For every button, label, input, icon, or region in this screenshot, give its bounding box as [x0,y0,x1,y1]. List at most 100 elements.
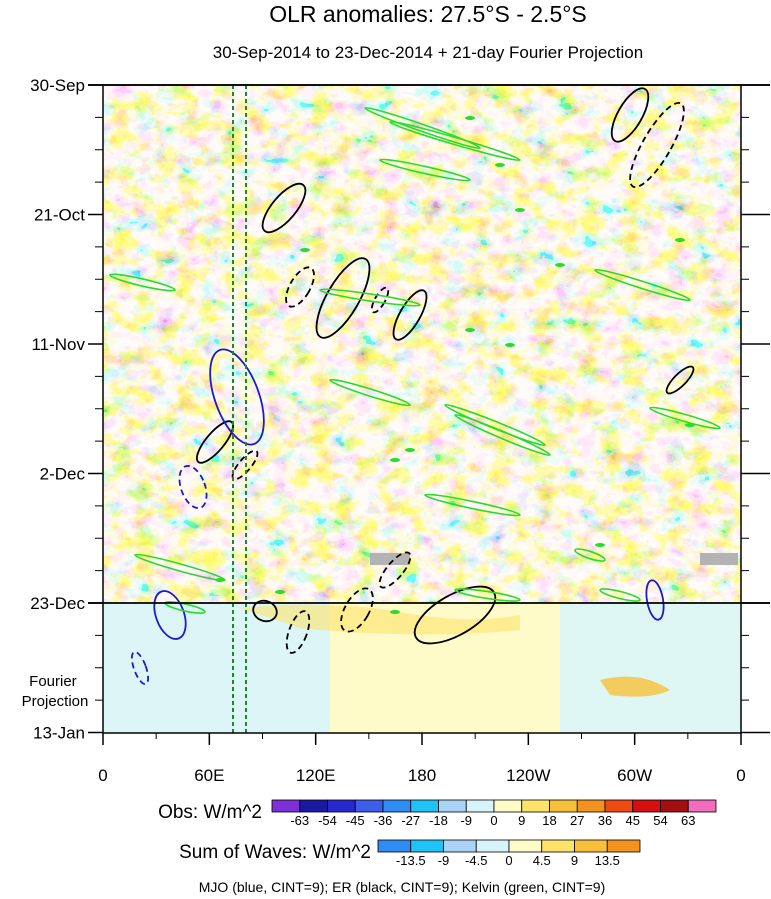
colorbar-level-label: 18 [542,813,556,828]
y-tick-label: 13-Jan [33,724,85,743]
kelvin-contour [495,163,505,167]
colorbar-swatch [576,799,606,813]
er-contour [610,87,650,143]
colorbar-swatch [382,799,412,813]
colorbar-level-label: -13.5 [396,853,426,868]
chart-title: OLR anomalies: 27.5°S - 2.5°S [269,1,587,27]
colorbar-swatch [377,839,412,853]
kelvin-contour [555,263,565,267]
y-tick-label: 11-Nov [31,335,85,354]
kelvin-contour [319,288,421,307]
kelvin-contour [405,448,415,452]
colorbar-swatch [299,799,328,813]
x-tick-label: 60W [617,766,652,785]
reference-lines [232,85,247,733]
mjo-contour [131,650,149,686]
waves-colorbar-label: Sum of Waves: W/m^2 [179,842,371,863]
kelvin-contour [594,268,691,302]
colorbar-level-label: 13.5 [595,853,620,868]
colorbar-swatch [632,799,661,813]
y-axis: 30-Sep 21-Oct 11-Nov 2-Dec 23-Dec 13-Jan [30,76,770,743]
kelvin-contour [300,248,310,252]
colorbar-swatch [354,799,384,813]
kelvin-contour [109,273,176,292]
kelvin-contour [275,590,285,594]
projection-label-line1: Fourier [29,673,77,690]
wave-contours [109,87,741,686]
er-contour [378,551,412,589]
kelvin-contour [465,328,475,332]
colorbar-level-label: 4.5 [533,853,551,868]
projection-label-line2: Projection [22,693,89,710]
kelvin-contour [389,120,521,162]
colorbar-swatch [475,839,510,853]
er-contour [340,587,374,633]
mjo-contour [178,465,208,509]
colorbar-level-label: 36 [598,813,612,828]
er-contour [285,610,311,654]
colorbar-level-label: 0 [490,813,497,828]
er-contour [285,266,315,308]
kelvin-contour [465,116,475,120]
colorbar-level-label: -45 [346,813,365,828]
colorbar-level-label: 0 [505,853,512,868]
x-axis: 0 60E 120E 180 120W 60W 0 [98,733,746,785]
colorbar-level-label: -9 [438,853,450,868]
colorbar-swatch [687,799,717,813]
x-tick-label: 0 [98,766,107,785]
kelvin-contour [379,158,471,182]
colorbar-level-label: 9 [518,813,525,828]
colorbar-level-label: -4.5 [465,853,487,868]
er-contour [252,599,278,623]
er-contour [231,449,259,481]
colorbar-swatch [271,799,301,813]
waves-colorbar: -13.5 -9 -4.5 0 4.5 9 13.5 [377,839,641,868]
colorbar-swatch [410,799,439,813]
kelvin-contour [215,578,225,582]
y-tick-label: 23-Dec [30,594,85,613]
x-tick-label: 0 [736,766,745,785]
colorbar-swatch [660,799,689,813]
colorbar-level-label: 63 [681,813,695,828]
x-tick-label: 180 [408,766,436,785]
colorbar-swatch [521,799,550,813]
kelvin-contour [649,406,721,430]
mjo-contour [645,579,665,621]
y-tick-label: 21-Oct [34,206,85,225]
y-tick-label: 30-Sep [30,76,85,95]
colorbar-swatch [410,839,444,853]
x-tick-label: 60E [194,766,224,785]
colorbar-swatch [443,839,477,853]
colorbar-swatch [541,839,575,853]
colorbar-swatch [574,839,608,853]
er-contour [261,182,307,234]
kelvin-contour [454,588,521,602]
colorbar-level-label: -18 [429,813,448,828]
obs-colorbar-label: Obs: W/m^2 [158,802,262,823]
colorbar-swatch [493,799,523,813]
colorbar-level-label: 9 [571,853,578,868]
mjo-contour [209,348,265,446]
er-contour [629,101,685,189]
kelvin-contour [390,610,400,614]
chart-subtitle: 30-Sep-2014 to 23-Dec-2014 + 21-day Four… [213,43,643,62]
kelvin-contour [595,543,605,547]
kelvin-contour [505,343,515,347]
plot-area [103,85,741,733]
colorbar-swatch [465,799,495,813]
kelvin-contour [424,493,521,517]
colorbar-swatch [327,799,356,813]
colorbar-level-label: -63 [290,813,309,828]
x-tick-label: 120E [296,766,336,785]
kelvin-contour [364,106,481,150]
er-contour [392,289,428,341]
kelvin-contour [329,378,411,407]
colorbar-swatch [508,839,543,853]
missing-data-patch [370,553,410,565]
kelvin-contour [599,588,641,602]
kelvin-contour [390,458,400,462]
er-contour [196,420,234,464]
x-tick-label: 120W [506,766,550,785]
er-contour [665,365,695,395]
